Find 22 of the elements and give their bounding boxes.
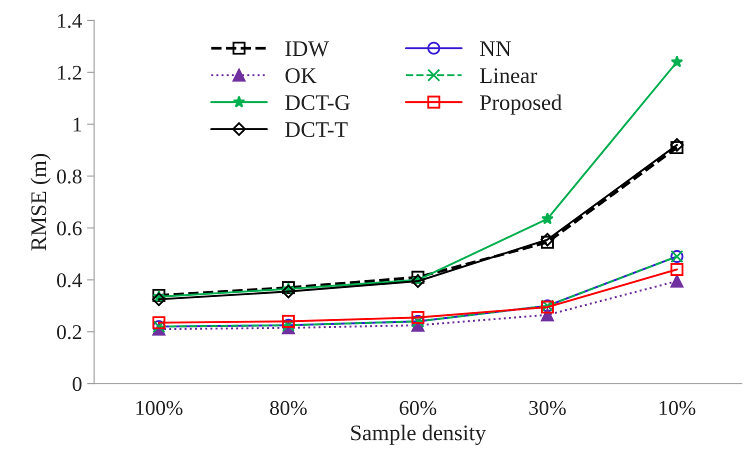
legend-label: NN xyxy=(480,41,511,56)
y-tick-label: 0.6 xyxy=(57,221,82,236)
y-tick-label: 0.2 xyxy=(57,325,82,340)
x-tick-label: 80% xyxy=(270,400,307,416)
x-tick-label: 100% xyxy=(136,400,182,416)
y-tick-label: 1.2 xyxy=(58,66,82,80)
x-axis-title: Sample density xyxy=(351,424,486,445)
legend-label: OK xyxy=(286,68,316,84)
y-axis-title: RMSE (m) xyxy=(30,154,51,250)
y-tick-label: 0.4 xyxy=(57,273,82,288)
legend-label: Proposed xyxy=(480,94,562,115)
legend-label: Linear xyxy=(480,68,538,84)
y-tick-label: 0.8 xyxy=(57,169,82,184)
x-tick-label: 60% xyxy=(400,400,436,416)
y-tick-label: 1.4 xyxy=(58,14,82,28)
y-tick-label: 1 xyxy=(74,118,82,132)
legend-label: DCT-T xyxy=(285,122,348,138)
x-tick-label: 30% xyxy=(529,400,566,416)
y-tick-label: 0 xyxy=(72,377,82,392)
legend-label: DCT-G xyxy=(285,95,350,110)
x-tick-label: 10% xyxy=(660,400,696,416)
legend-label: IDW xyxy=(285,41,329,56)
